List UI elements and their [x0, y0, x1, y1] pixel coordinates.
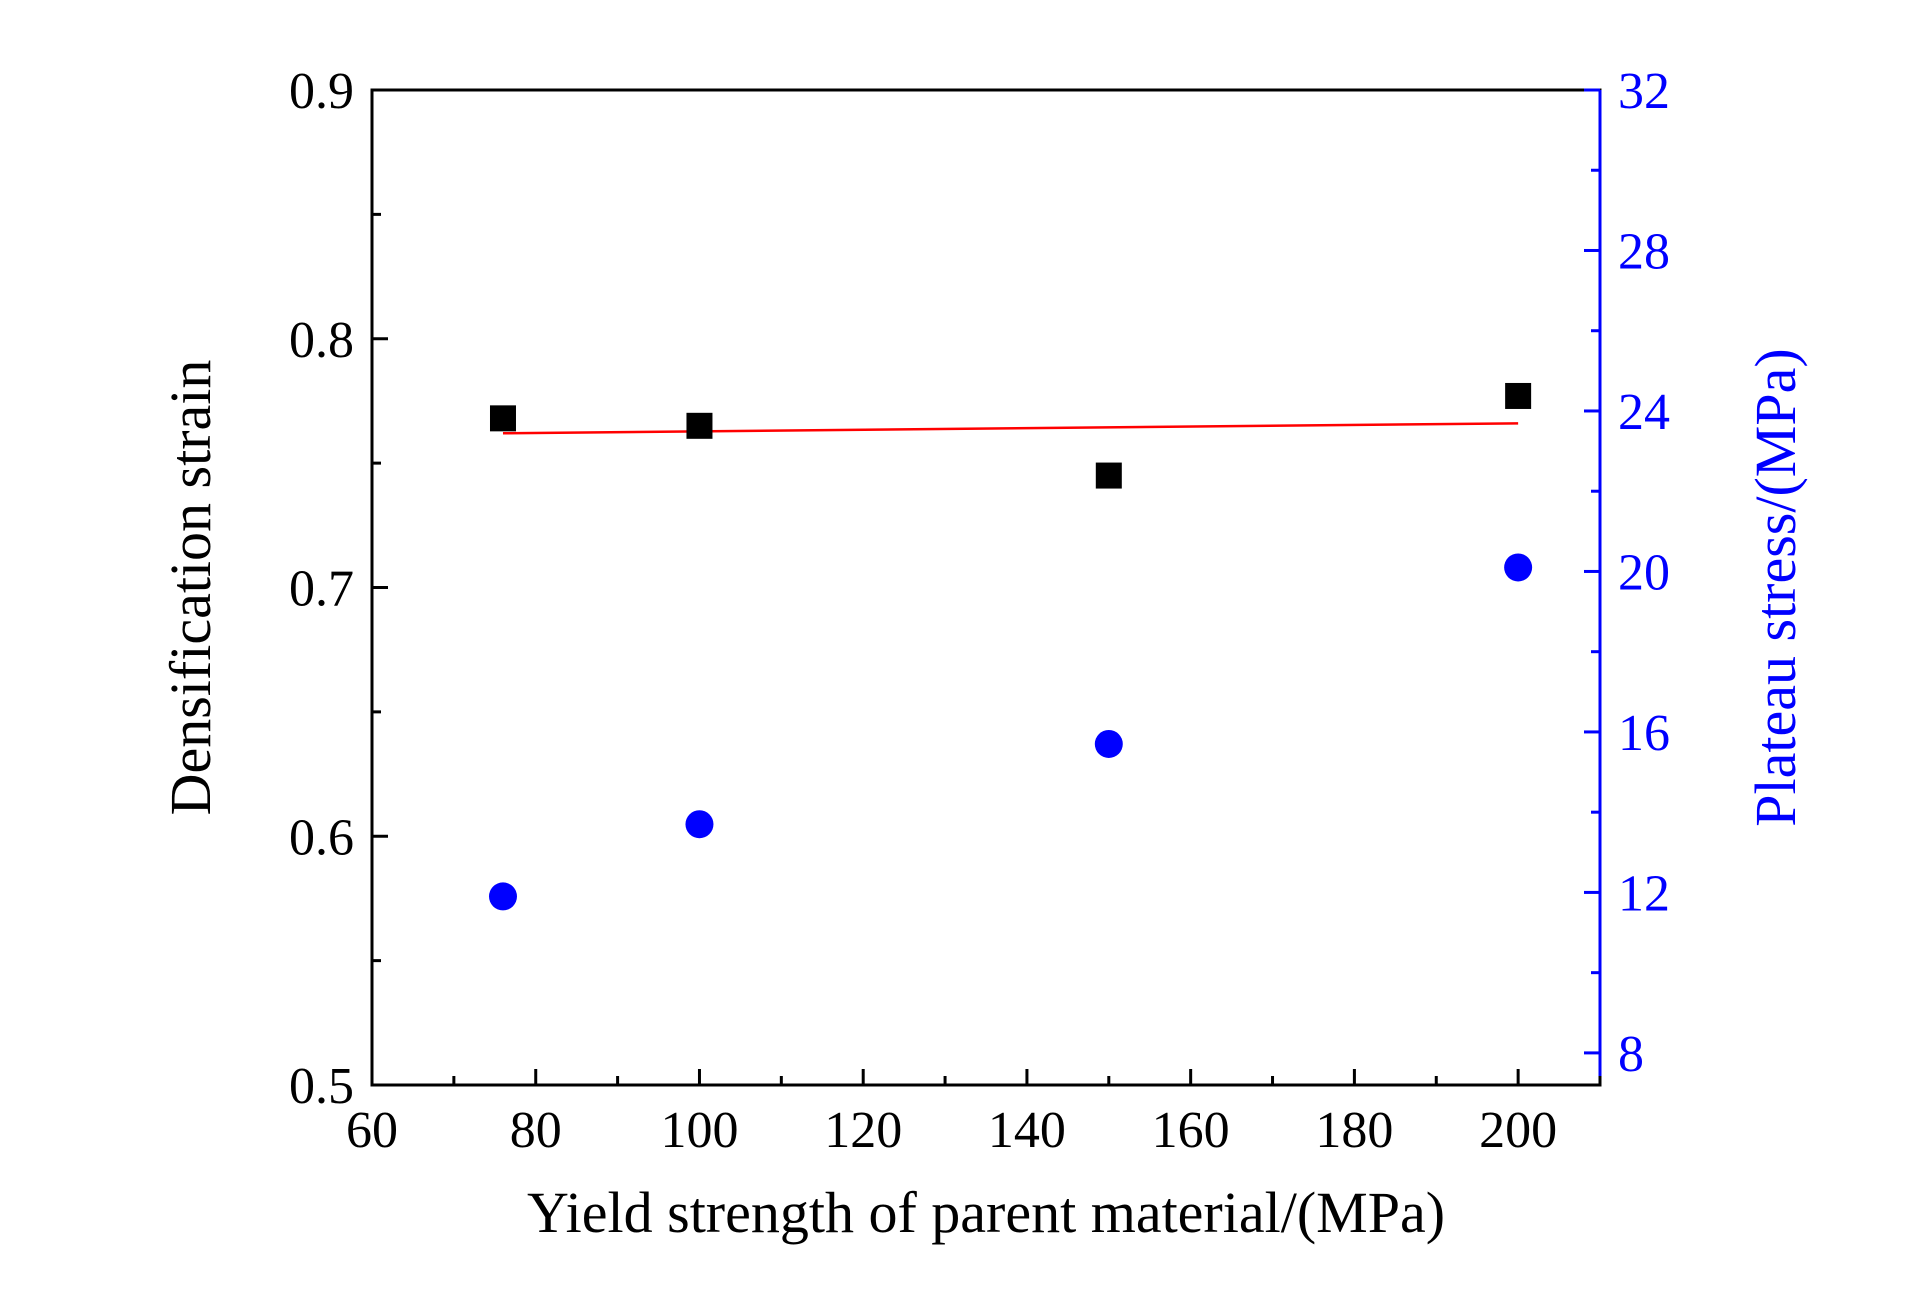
y2-tick-label: 12 — [1618, 865, 1670, 922]
y-tick-label: 0.5 — [289, 1058, 354, 1115]
y2-tick-label: 16 — [1618, 705, 1670, 762]
y-tick-label: 0.6 — [289, 809, 354, 866]
x-tick-label: 140 — [988, 1102, 1066, 1159]
plateau-stress-point — [685, 810, 714, 839]
y2-tick-label: 20 — [1618, 544, 1670, 601]
y-tick-label: 0.9 — [289, 63, 354, 120]
y2-tick-label: 8 — [1618, 1026, 1644, 1083]
plateau-stress-point — [1504, 553, 1533, 582]
plateau-stress-point — [488, 882, 517, 911]
y-tick-label: 0.7 — [289, 561, 354, 618]
x-tick-label: 200 — [1479, 1102, 1557, 1159]
densification-strain-point — [489, 405, 516, 432]
y2-tick-label: 32 — [1618, 63, 1670, 120]
x-tick-label: 120 — [824, 1102, 902, 1159]
plateau-stress-point — [1094, 729, 1123, 758]
data-points-layer — [488, 382, 1533, 911]
densification-strain-point — [1505, 382, 1532, 409]
x-tick-label: 180 — [1315, 1102, 1393, 1159]
y2-axis-ticks: 8 12 16 20 24 28 32 — [1584, 63, 1670, 1083]
y-tick-label: 0.8 — [289, 312, 354, 369]
plot-frame — [370, 88, 1602, 1087]
y2-tick-label: 28 — [1618, 223, 1670, 280]
x-axis-ticks: 60 80 100 120 140 160 180 200 — [346, 1069, 1602, 1159]
densification-strain-point — [1095, 462, 1122, 489]
fit-line — [502, 422, 1519, 435]
x-tick-label: 80 — [510, 1102, 562, 1159]
x-tick-label: 160 — [1152, 1102, 1230, 1159]
y2-axis-label: Plateau stress/(MPa) — [1743, 348, 1808, 826]
x-tick-label: 100 — [660, 1102, 738, 1159]
y-axis-label: Densification strain — [158, 360, 223, 816]
x-axis-label: Yield strength of parent material/(MPa) — [527, 1180, 1445, 1245]
y2-tick-label: 24 — [1618, 384, 1670, 441]
fit-line-layer — [502, 422, 1519, 435]
x-tick-label: 60 — [346, 1102, 398, 1159]
densification-strain-point — [686, 412, 713, 439]
y-axis-ticks: 0.5 0.6 0.7 0.8 0.9 — [289, 63, 388, 1115]
